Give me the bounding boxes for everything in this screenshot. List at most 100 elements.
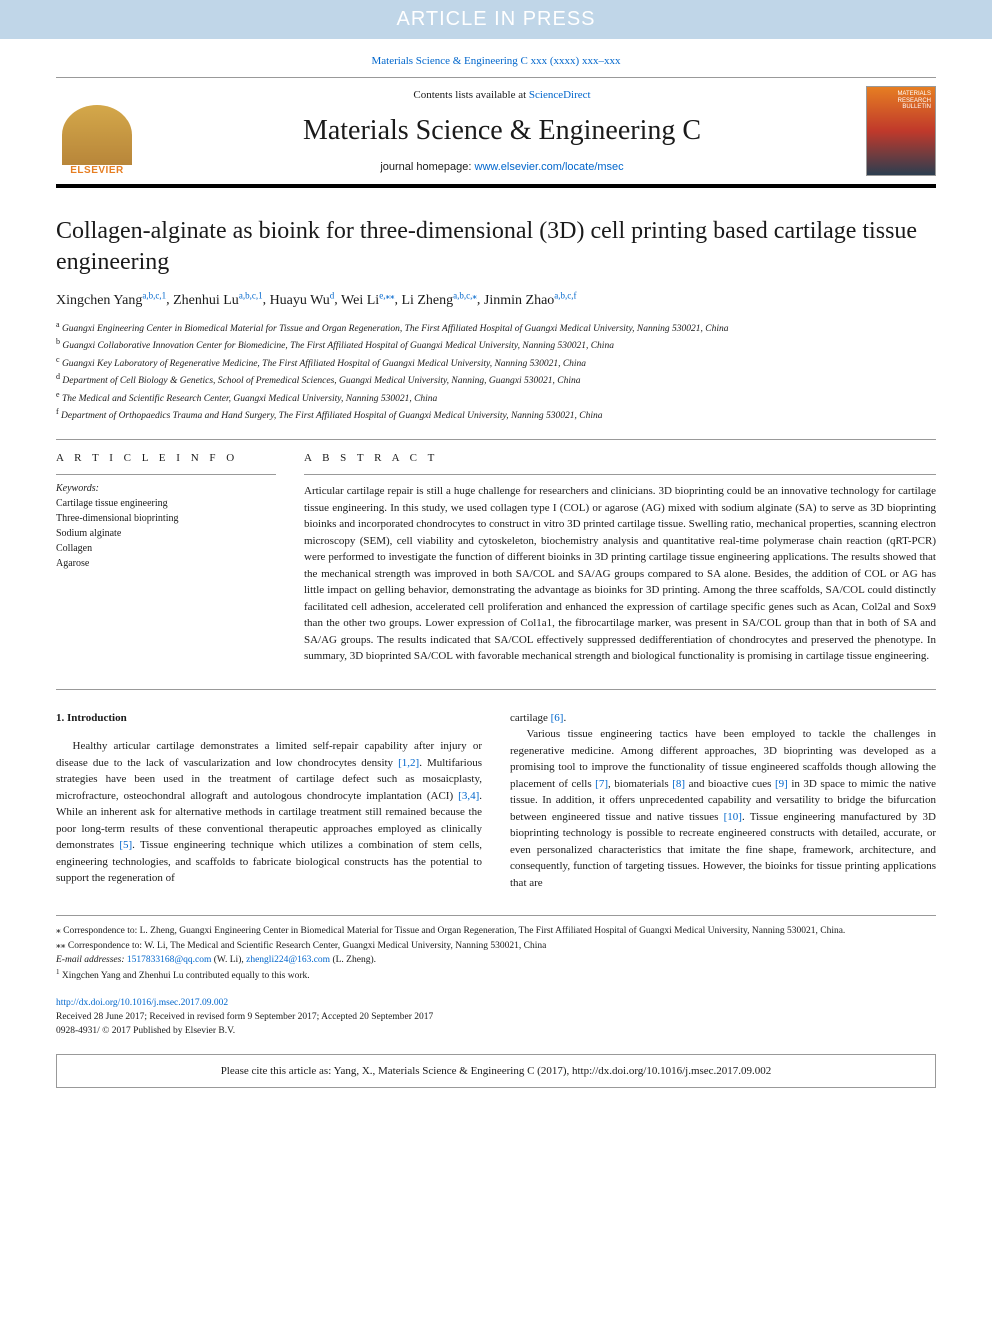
ref-10[interactable]: [10]: [724, 811, 742, 823]
intro-para-2: Various tissue engineering tactics have …: [510, 726, 936, 891]
elsevier-logo: ELSEVIER: [56, 86, 138, 176]
author-affil-link[interactable]: 1: [258, 290, 263, 300]
author-sup: e,⁎⁎: [379, 290, 394, 300]
info-abstract-row: A R T I C L E I N F O Keywords: Cartilag…: [56, 452, 936, 665]
author-affil-link[interactable]: d: [330, 290, 335, 300]
ref-8[interactable]: [8]: [672, 778, 685, 790]
affiliation: c Guangxi Key Laboratory of Regenerative…: [56, 354, 936, 371]
ref-1-2[interactable]: [1,2]: [398, 757, 419, 769]
affiliation: f Department of Orthopaedics Trauma and …: [56, 406, 936, 423]
body-columns: 1. Introduction Healthy articular cartil…: [56, 710, 936, 892]
journal-name: Materials Science & Engineering C: [154, 115, 850, 147]
author: Jinmin Zhaoa,b,c,f: [484, 293, 577, 308]
author-affil-link[interactable]: a: [554, 290, 558, 300]
ref-7[interactable]: [7]: [595, 778, 608, 790]
author: Zhenhui Lua,b,c,1: [173, 293, 262, 308]
author-sup: d: [330, 290, 335, 300]
email-line: E-mail addresses: 1517833168@qq.com (W. …: [56, 953, 936, 967]
author-affil-link[interactable]: b: [149, 290, 154, 300]
author-affil-link[interactable]: 1: [162, 290, 167, 300]
author-affil-link[interactable]: b: [245, 290, 250, 300]
author-affil-link[interactable]: c: [252, 290, 256, 300]
author-affil-link[interactable]: c: [466, 290, 470, 300]
affiliations-list: a Guangxi Engineering Center in Biomedic…: [56, 319, 936, 423]
divider: [304, 474, 936, 475]
journal-homepage: journal homepage: www.elsevier.com/locat…: [154, 161, 850, 173]
divider: [56, 474, 276, 475]
author-affil-link[interactable]: a: [239, 290, 243, 300]
keywords-label: Keywords:: [56, 483, 276, 494]
elsevier-tree-icon: [62, 105, 132, 165]
correspondence-1: ⁎ Correspondence to: L. Zheng, Guangxi E…: [56, 924, 936, 938]
body-col-left: 1. Introduction Healthy articular cartil…: [56, 710, 482, 892]
journal-cover-thumbnail: MATERIALS RESEARCH BULLETIN: [866, 86, 936, 176]
contents-lists: Contents lists available at ScienceDirec…: [154, 89, 850, 101]
author: Xingchen Yanga,b,c,1: [56, 293, 166, 308]
article-title: Collagen-alginate as bioink for three-di…: [56, 216, 936, 278]
copyright: 0928-4931/ © 2017 Published by Elsevier …: [56, 1024, 936, 1038]
divider: [56, 439, 936, 440]
cover-text: MATERIALS RESEARCH BULLETIN: [871, 91, 931, 111]
equal-sup: 1: [56, 968, 60, 976]
abstract-heading: A B S T R A C T: [304, 452, 936, 464]
header-center: Contents lists available at ScienceDirec…: [154, 89, 850, 173]
doi-block: http://dx.doi.org/10.1016/j.msec.2017.09…: [56, 996, 936, 1039]
intro-para-1: Healthy articular cartilage demonstrates…: [56, 738, 482, 887]
received-dates: Received 28 June 2017; Received in revis…: [56, 1010, 936, 1024]
author-affil-link[interactable]: b: [459, 290, 464, 300]
elsevier-text: ELSEVIER: [70, 165, 123, 176]
journal-header: ELSEVIER Contents lists available at Sci…: [56, 77, 936, 188]
author-affil-link[interactable]: c: [567, 290, 571, 300]
author-sup: a,b,c,1: [142, 290, 166, 300]
author: Huayu Wud: [270, 293, 335, 308]
abstract-col: A B S T R A C T Articular cartilage repa…: [304, 452, 936, 665]
author-affil-link[interactable]: a: [142, 290, 146, 300]
ref-3-4[interactable]: [3,4]: [458, 790, 479, 802]
homepage-link[interactable]: www.elsevier.com/locate/msec: [475, 161, 624, 173]
affiliation: e The Medical and Scientific Research Ce…: [56, 389, 936, 406]
email-2[interactable]: zhengli224@163.com: [246, 955, 330, 965]
keywords-list: Cartilage tissue engineeringThree-dimens…: [56, 496, 276, 571]
article-info-col: A R T I C L E I N F O Keywords: Cartilag…: [56, 452, 276, 665]
author-affil-link[interactable]: c: [155, 290, 159, 300]
author-sup: a,b,c,1: [239, 290, 263, 300]
keyword: Cartilage tissue engineering: [56, 496, 276, 511]
email-1[interactable]: 1517833168@qq.com: [127, 955, 211, 965]
author-sup: a,b,c,⁎: [453, 290, 477, 300]
ref-5[interactable]: [5]: [119, 839, 132, 851]
article-in-press-banner: ARTICLE IN PRESS: [0, 0, 992, 39]
footnotes: ⁎ Correspondence to: L. Zheng, Guangxi E…: [56, 915, 936, 983]
cite-box: Please cite this article as: Yang, X., M…: [56, 1054, 936, 1088]
author-affil-link[interactable]: b: [561, 290, 566, 300]
affiliation: d Department of Cell Biology & Genetics,…: [56, 371, 936, 388]
author: Wei Lie,⁎⁎: [341, 293, 394, 308]
abstract-text: Articular cartilage repair is still a hu…: [304, 483, 936, 665]
affiliation: a Guangxi Engineering Center in Biomedic…: [56, 319, 936, 336]
article-info-heading: A R T I C L E I N F O: [56, 452, 276, 464]
keyword: Agarose: [56, 556, 276, 571]
keyword: Sodium alginate: [56, 526, 276, 541]
journal-ref-link[interactable]: Materials Science & Engineering C xxx (x…: [372, 55, 621, 67]
contents-label: Contents lists available at: [413, 89, 528, 101]
author-affil-link[interactable]: a: [453, 290, 457, 300]
journal-reference: Materials Science & Engineering C xxx (x…: [0, 39, 992, 77]
affiliation: b Guangxi Collaborative Innovation Cente…: [56, 336, 936, 353]
author-affil-link[interactable]: f: [574, 290, 577, 300]
sciencedirect-link[interactable]: ScienceDirect: [529, 89, 591, 101]
ref-6[interactable]: [6]: [551, 712, 564, 724]
author-sup: a,b,c,f: [554, 290, 576, 300]
correspondence-2: ⁎⁎ Correspondence to: W. Li, The Medical…: [56, 939, 936, 953]
author-affil-link[interactable]: e: [379, 290, 383, 300]
doi-link[interactable]: http://dx.doi.org/10.1016/j.msec.2017.09…: [56, 998, 228, 1008]
intro-heading: 1. Introduction: [56, 710, 482, 727]
equal-contribution: 1 Xingchen Yang and Zhenhui Lu contribut…: [56, 967, 936, 983]
author: Li Zhenga,b,c,⁎: [401, 293, 476, 308]
keyword: Three-dimensional bioprinting: [56, 511, 276, 526]
keyword: Collagen: [56, 541, 276, 556]
author-affil-link[interactable]: ⁎⁎: [385, 290, 394, 300]
body-col-right: cartilage [6]. Various tissue engineerin…: [510, 710, 936, 892]
author-affil-link[interactable]: ⁎: [472, 290, 477, 300]
ref-9[interactable]: [9]: [775, 778, 788, 790]
authors-list: Xingchen Yanga,b,c,1, Zhenhui Lua,b,c,1,…: [56, 290, 936, 309]
homepage-label: journal homepage:: [380, 161, 474, 173]
